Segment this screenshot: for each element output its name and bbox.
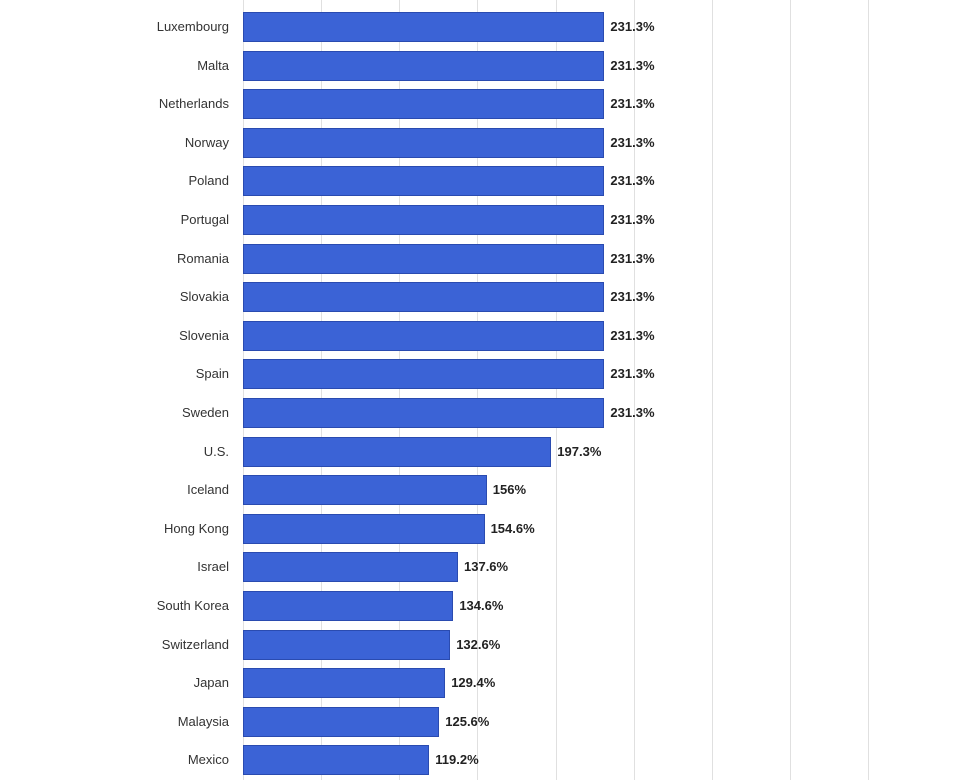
chart-row: Romania 231.3% [0,244,957,274]
chart-row: Portugal 231.3% [0,205,957,235]
value-label: 129.4% [451,668,495,698]
value-label: 231.3% [610,359,654,389]
value-label: 231.3% [610,398,654,428]
value-label: 134.6% [459,591,503,621]
category-label: Portugal [0,205,229,235]
value-label: 231.3% [610,321,654,351]
category-label: Norway [0,128,229,158]
bar [243,668,445,698]
bar [243,591,453,621]
chart-row: Mexico 119.2% [0,745,957,775]
bar [243,745,429,775]
bar [243,398,604,428]
value-label: 156% [493,475,526,505]
chart-row: Spain 231.3% [0,359,957,389]
chart-row: Luxembourg 231.3% [0,12,957,42]
category-label: Malaysia [0,707,229,737]
category-label: Spain [0,359,229,389]
bar [243,321,604,351]
category-label: Slovenia [0,321,229,351]
bar [243,475,487,505]
bar [243,437,551,467]
bar [243,630,450,660]
chart-row: Japan 129.4% [0,668,957,698]
value-label: 231.3% [610,282,654,312]
bar-chart: Luxembourg 231.3% Malta 231.3% Netherlands 23… [0,0,957,780]
bar [243,128,604,158]
value-label: 231.3% [610,244,654,274]
value-label: 137.6% [464,552,508,582]
value-label: 231.3% [610,12,654,42]
chart-row: Switzerland 132.6% [0,630,957,660]
category-label: Hong Kong [0,514,229,544]
bar [243,205,604,235]
value-label: 231.3% [610,51,654,81]
category-label: Malta [0,51,229,81]
chart-row: Malaysia 125.6% [0,707,957,737]
chart-row: Norway 231.3% [0,128,957,158]
value-label: 231.3% [610,166,654,196]
bar [243,552,458,582]
category-label: U.S. [0,437,229,467]
chart-row: Netherlands 231.3% [0,89,957,119]
chart-row: Sweden 231.3% [0,398,957,428]
value-label: 154.6% [491,514,535,544]
category-label: Japan [0,668,229,698]
category-label: Poland [0,166,229,196]
category-label: Mexico [0,745,229,775]
value-label: 197.3% [557,437,601,467]
chart-row: U.S. 197.3% [0,437,957,467]
category-label: Iceland [0,475,229,505]
value-label: 125.6% [445,707,489,737]
value-label: 231.3% [610,89,654,119]
bar [243,12,604,42]
value-label: 119.2% [435,745,478,775]
chart-row: Poland 231.3% [0,166,957,196]
category-label: Romania [0,244,229,274]
category-label: Sweden [0,398,229,428]
bar [243,707,439,737]
chart-row: Iceland 156% [0,475,957,505]
category-label: Switzerland [0,630,229,660]
chart-row: Israel 137.6% [0,552,957,582]
category-label: South Korea [0,591,229,621]
bar [243,89,604,119]
chart-row: South Korea 134.6% [0,591,957,621]
bar [243,51,604,81]
category-label: Luxembourg [0,12,229,42]
bar [243,514,485,544]
category-label: Israel [0,552,229,582]
chart-row: Hong Kong 154.6% [0,514,957,544]
bar [243,359,604,389]
chart-row: Slovakia 231.3% [0,282,957,312]
chart-row: Malta 231.3% [0,51,957,81]
value-label: 231.3% [610,128,654,158]
category-label: Slovakia [0,282,229,312]
bar [243,166,604,196]
value-label: 132.6% [456,630,500,660]
category-label: Netherlands [0,89,229,119]
chart-row: Slovenia 231.3% [0,321,957,351]
value-label: 231.3% [610,205,654,235]
bar [243,282,604,312]
bar [243,244,604,274]
